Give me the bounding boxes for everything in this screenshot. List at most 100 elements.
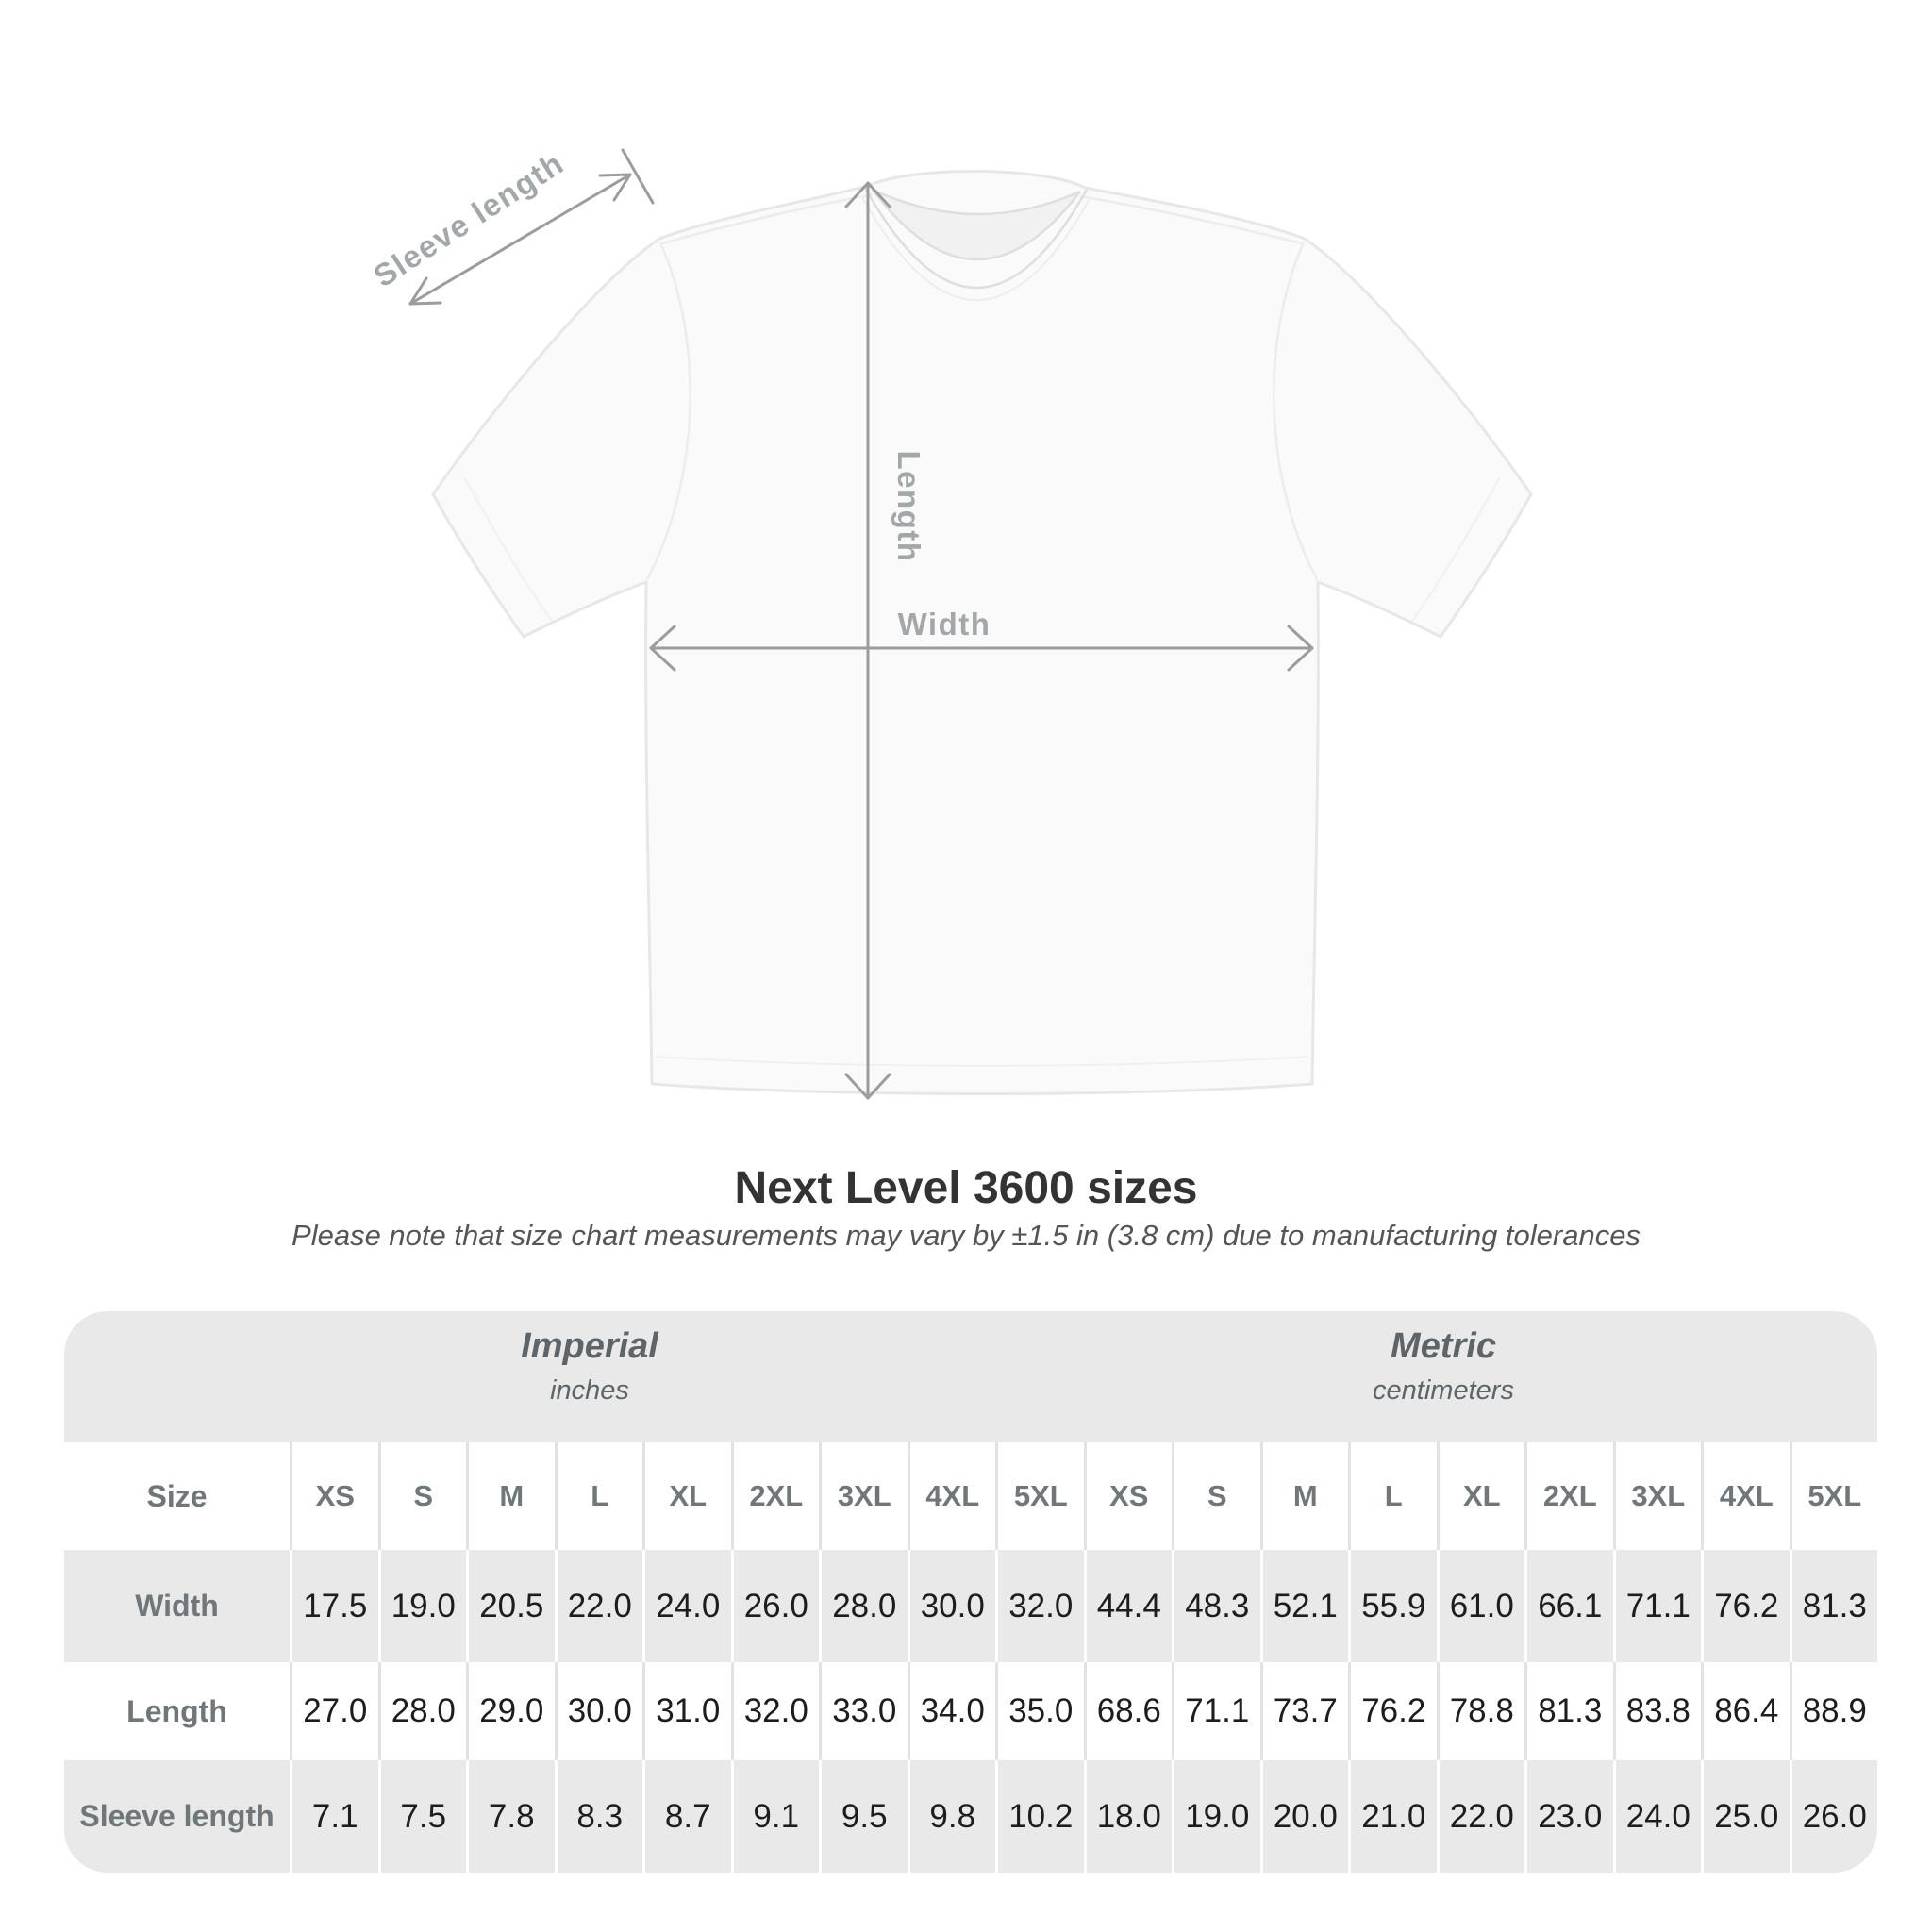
value-cell-imperial: 32.0 <box>730 1662 820 1760</box>
row-label: Length <box>126 1693 227 1728</box>
size-header-cell-metric: S <box>1172 1442 1260 1550</box>
value-cell-imperial: 30.0 <box>554 1662 643 1760</box>
value-cell-imperial: 28.0 <box>377 1662 467 1760</box>
table-body: Width 17.5 19.0 20.5 22.0 24.0 26.0 28.0 30.0 32.… <box>64 1550 1877 1873</box>
value-cell-metric: 66.1 <box>1524 1550 1613 1662</box>
value-cell-imperial: 8.7 <box>642 1760 731 1873</box>
width-label: Width <box>897 607 991 641</box>
value-cell-metric: 76.2 <box>1701 1550 1790 1662</box>
size-header-cell-imperial: 5XL <box>995 1442 1084 1550</box>
table-row-sleeve-length: Sleeve length 7.1 7.5 7.8 8.3 8.7 9.1 9.5 9.8 10.… <box>64 1760 1877 1873</box>
size-header-cell-imperial: 2XL <box>730 1442 820 1550</box>
value-cell-imperial: 29.0 <box>466 1662 555 1760</box>
value-cell-imperial: 24.0 <box>642 1550 731 1662</box>
value-cell-metric: 21.0 <box>1348 1760 1437 1873</box>
hem-stitch <box>655 1056 1309 1067</box>
imperial-header: Imperial inches <box>521 1326 658 1407</box>
width-measure-arrow <box>649 625 1314 672</box>
value-cell-metric: 88.9 <box>1789 1662 1878 1760</box>
row-label: Width <box>135 1589 219 1623</box>
size-header-cell-imperial: XL <box>642 1442 731 1550</box>
size-header-cell-metric: M <box>1259 1442 1349 1550</box>
value-cell-metric: 76.2 <box>1348 1662 1437 1760</box>
size-header-label: Size <box>146 1478 208 1513</box>
right-sleeve-stitch <box>1411 476 1501 622</box>
right-armhole-seam <box>1273 242 1319 580</box>
size-header-cell-imperial: L <box>554 1442 643 1550</box>
size-header-cell-metric: 2XL <box>1524 1442 1613 1550</box>
value-cell-metric: 68.6 <box>1083 1662 1173 1760</box>
collar-back-edge <box>872 188 1081 216</box>
size-header-cell-imperial: 4XL <box>907 1442 996 1550</box>
value-cell-metric: 24.0 <box>1612 1760 1702 1873</box>
row-label: Sleeve length <box>79 1799 275 1833</box>
value-cell-imperial: 28.0 <box>819 1550 908 1662</box>
value-cell-metric: 22.0 <box>1436 1760 1525 1873</box>
length-label: Length <box>891 450 926 563</box>
value-cell-imperial: 7.8 <box>466 1760 555 1873</box>
value-cell-metric: 78.8 <box>1436 1662 1525 1760</box>
value-cell-metric: 52.1 <box>1259 1550 1349 1662</box>
value-cell-imperial: 35.0 <box>995 1662 1084 1760</box>
value-cell-metric: 48.3 <box>1172 1550 1260 1662</box>
metric-header: Metric centimeters <box>1373 1326 1514 1407</box>
size-header-cell-imperial: M <box>466 1442 555 1550</box>
metric-header-unit: centimeters <box>1373 1375 1514 1406</box>
value-cell-imperial: 9.8 <box>907 1760 996 1873</box>
page-title: Next Level 3600 sizes <box>734 1163 1198 1213</box>
collar-stitch <box>860 194 1091 301</box>
value-cell-imperial: 7.5 <box>377 1760 467 1873</box>
value-cell-metric: 20.0 <box>1259 1760 1349 1873</box>
value-cell-metric: 23.0 <box>1524 1760 1613 1873</box>
value-cell-metric: 25.0 <box>1701 1760 1790 1873</box>
size-header-cell-imperial: XS <box>290 1442 378 1550</box>
value-cell-metric: 71.1 <box>1612 1550 1702 1662</box>
size-header-row: Size XS S M L XL 2XL 3XL 4XL 5XL XS S M L XL 2XL 3XL 4XL… <box>64 1442 1877 1550</box>
length-measure-arrow <box>844 181 891 1100</box>
value-cell-imperial: 27.0 <box>290 1662 378 1760</box>
value-cell-metric: 73.7 <box>1259 1662 1349 1760</box>
value-cell-imperial: 30.0 <box>907 1550 996 1662</box>
value-cell-imperial: 32.0 <box>995 1550 1084 1662</box>
right-shoulder-seam <box>1079 194 1303 245</box>
value-cell-imperial: 9.5 <box>819 1760 908 1873</box>
value-cell-metric: 18.0 <box>1083 1760 1173 1873</box>
value-cell-metric: 86.4 <box>1701 1662 1790 1760</box>
value-cell-imperial: 34.0 <box>907 1662 996 1760</box>
value-cell-imperial: 17.5 <box>290 1550 378 1662</box>
sleeve-measure-arrow <box>408 148 655 306</box>
size-header-cell-metric: XL <box>1436 1442 1525 1550</box>
size-header-cell-metric: 5XL <box>1789 1442 1878 1550</box>
size-header-cell-metric: XS <box>1083 1442 1173 1550</box>
value-cell-imperial: 20.5 <box>466 1550 555 1662</box>
value-cell-metric: 81.3 <box>1524 1662 1613 1760</box>
page-subtitle: Please note that size chart measurements… <box>291 1219 1641 1252</box>
size-table: Imperial inches Metric centimeters Size … <box>64 1311 1877 1873</box>
size-header-cell-metric: L <box>1348 1442 1437 1550</box>
value-cell-metric: 81.3 <box>1789 1550 1878 1662</box>
collar-inner-edge <box>871 189 1081 261</box>
size-header-cell-imperial: S <box>377 1442 467 1550</box>
left-shoulder-seam <box>661 192 874 245</box>
value-cell-imperial: 9.1 <box>730 1760 820 1873</box>
value-cell-imperial: 33.0 <box>819 1662 908 1760</box>
metric-header-name: Metric <box>1391 1326 1496 1366</box>
value-cell-imperial: 8.3 <box>554 1760 643 1873</box>
value-cell-imperial: 19.0 <box>377 1550 467 1662</box>
table-header-band: Imperial inches Metric centimeters <box>64 1311 1877 1442</box>
tshirt-silhouette <box>431 170 1533 1095</box>
value-cell-imperial: 26.0 <box>730 1550 820 1662</box>
size-header-cell-metric: 3XL <box>1612 1442 1702 1550</box>
value-cell-imperial: 7.1 <box>290 1760 378 1873</box>
collar-outer-edge <box>863 187 1089 290</box>
value-cell-metric: 19.0 <box>1172 1760 1260 1873</box>
imperial-header-unit: inches <box>550 1375 629 1406</box>
value-cell-metric: 83.8 <box>1612 1662 1702 1760</box>
value-cell-metric: 44.4 <box>1083 1550 1173 1662</box>
table-row-width: Width 17.5 19.0 20.5 22.0 24.0 26.0 28.0 30.0 32.… <box>64 1550 1877 1662</box>
value-cell-metric: 55.9 <box>1348 1550 1437 1662</box>
value-cell-imperial: 31.0 <box>642 1662 731 1760</box>
value-cell-imperial: 22.0 <box>554 1550 643 1662</box>
